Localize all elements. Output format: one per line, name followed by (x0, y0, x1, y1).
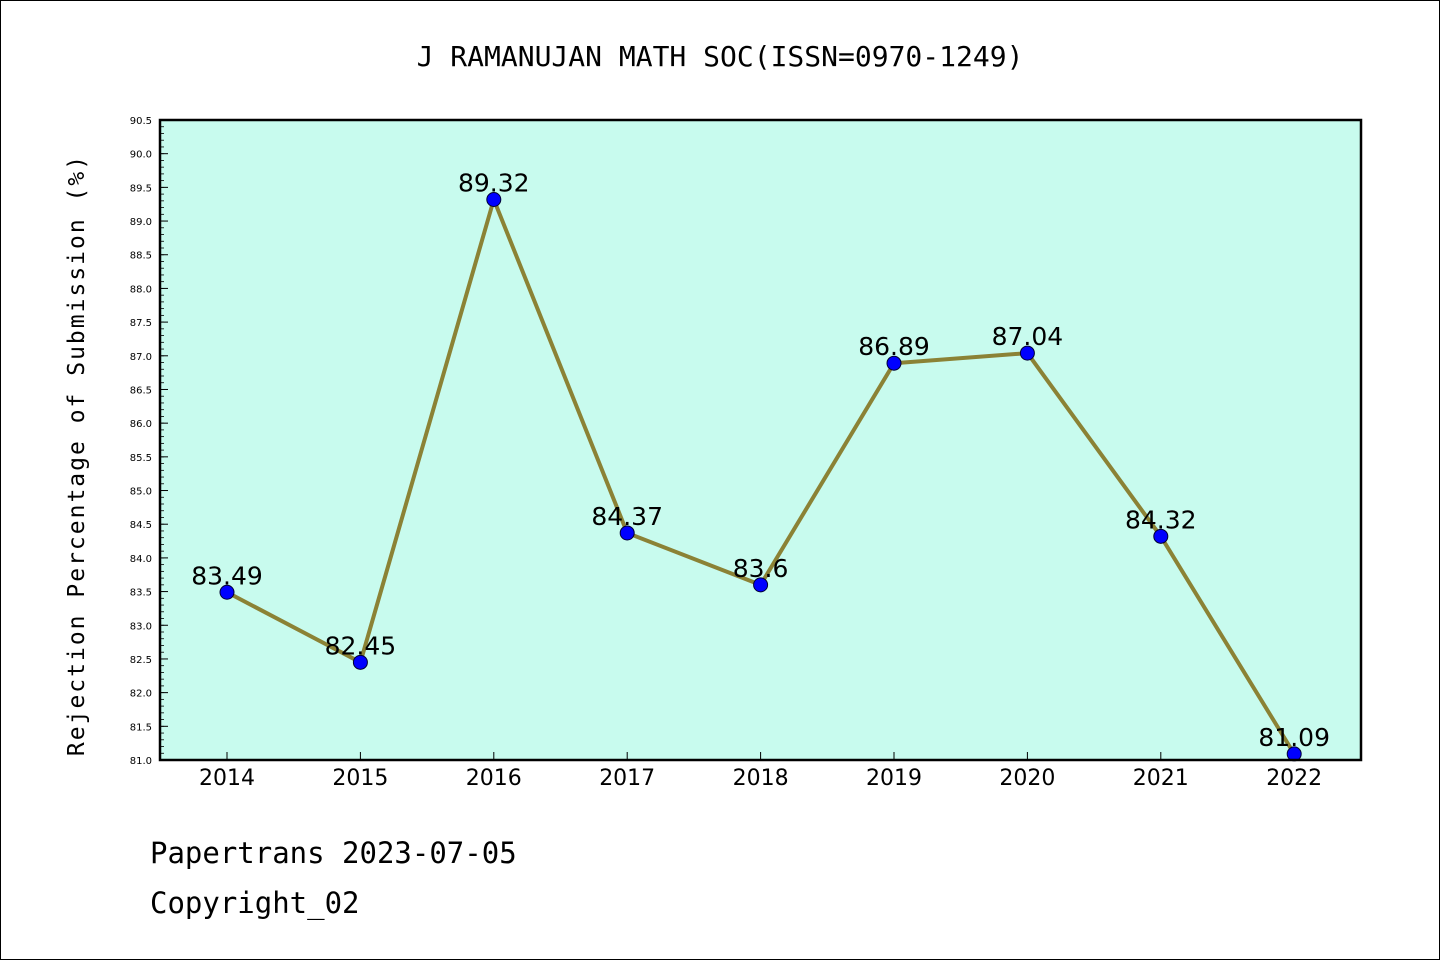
data-point-marker (486, 191, 502, 207)
data-label: 84.32 (1125, 505, 1197, 534)
data-label: 89.32 (458, 168, 530, 197)
footer-copyright: Copyright_02 (150, 886, 360, 920)
x-tick-label: 2016 (466, 766, 522, 791)
y-tick-label: 89.5 (130, 183, 152, 194)
data-label: 87.04 (992, 322, 1064, 351)
data-point-marker (753, 577, 769, 593)
data-point-marker (219, 584, 235, 600)
x-tick-label: 2017 (599, 766, 655, 791)
data-label: 86.89 (858, 332, 930, 361)
y-tick-label: 84.5 (130, 520, 152, 531)
y-tick-label: 88.5 (130, 251, 152, 262)
data-point-marker (352, 654, 368, 670)
y-tick-label: 84.0 (130, 554, 152, 565)
x-tick-label: 2014 (199, 766, 255, 791)
data-point-marker (886, 355, 902, 371)
y-tick-label: 90.0 (130, 150, 152, 161)
plot-border (158, 118, 1363, 762)
data-label: 81.09 (1258, 723, 1330, 752)
data-point-marker (619, 525, 635, 541)
data-label: 83.49 (191, 561, 263, 590)
y-tick-label: 86.5 (130, 385, 152, 396)
plot-area (160, 120, 1361, 760)
y-tick-label: 82.0 (130, 689, 152, 700)
y-tick-label: 85.5 (130, 453, 152, 464)
y-axis-ticks: 81.0 81.5 82.0 82.5 83.0 83.5 84.0 84.5 85.0 85.5… (130, 116, 168, 767)
y-tick-label: 81.0 (130, 756, 152, 767)
y-tick-label: 90.5 (130, 116, 152, 127)
y-tick-label: 87.0 (130, 352, 152, 363)
x-tick-label: 2015 (332, 766, 388, 791)
y-tick-label: 82.5 (130, 655, 152, 666)
y-tick-label: 81.5 (130, 722, 152, 733)
y-tick-label: 89.0 (130, 217, 152, 228)
y-tick-label: 85.0 (130, 487, 152, 498)
y-tick-label: 88.0 (130, 284, 152, 295)
data-point-marker (1019, 345, 1035, 361)
data-label: 82.45 (325, 631, 397, 660)
data-markers (219, 191, 1302, 762)
x-tick-label: 2018 (733, 766, 789, 791)
y-axis-label: Rejection Percentage of Submission (%) (64, 154, 90, 756)
x-tick-label: 2019 (866, 766, 922, 791)
x-tick-label: 2022 (1266, 766, 1322, 791)
data-label: 84.37 (591, 502, 663, 531)
x-axis-ticks: 2014 2015 2016 2017 2018 2019 2020 2021 2022 (199, 752, 1322, 791)
x-tick-label: 2020 (999, 766, 1055, 791)
chart-title: J RAMANUJAN MATH SOC(ISSN=0970-1249) (417, 40, 1024, 73)
x-tick-label: 2021 (1133, 766, 1189, 791)
y-tick-label: 83.5 (130, 588, 152, 599)
data-label: 83.6 (733, 554, 789, 583)
footer-date: Papertrans 2023-07-05 (150, 836, 517, 870)
y-tick-label: 87.5 (130, 318, 152, 329)
data-point-marker (1153, 528, 1169, 544)
data-labels: 83.49 82.45 89.32 84.37 83.6 86.89 87.04 84.32 8… (191, 168, 1330, 751)
y-tick-label: 83.0 (130, 621, 152, 632)
y-tick-label: 86.0 (130, 419, 152, 430)
